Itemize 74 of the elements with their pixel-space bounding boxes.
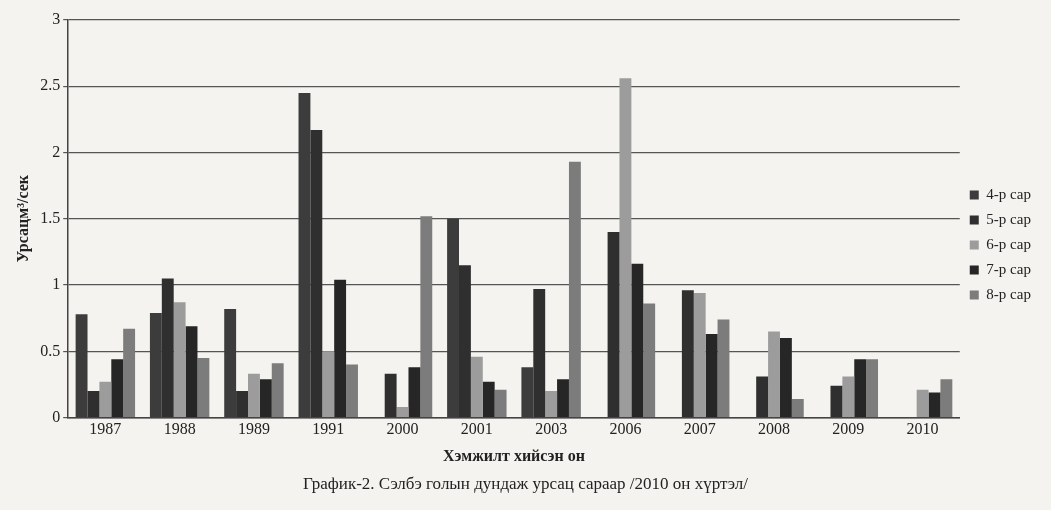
x-tick-label: 1988 xyxy=(163,420,196,438)
legend-label: 8-р сар xyxy=(986,285,1032,302)
x-tick-label: 2008 xyxy=(758,420,791,438)
y-tick-label: 0 xyxy=(52,407,61,425)
bar xyxy=(396,407,409,417)
bar xyxy=(123,328,136,417)
y-tick-label: 1.5 xyxy=(40,209,61,226)
bar xyxy=(631,263,644,417)
bar xyxy=(173,302,186,417)
x-tick-label: 1989 xyxy=(237,420,270,438)
x-tick-label: 2003 xyxy=(535,420,568,438)
x-tick-label: 2006 xyxy=(609,420,642,438)
bar xyxy=(693,293,706,417)
bar xyxy=(842,376,855,417)
bar xyxy=(928,392,941,417)
x-tick-label: 2007 xyxy=(683,420,716,438)
bar xyxy=(161,278,174,417)
bar xyxy=(607,232,620,417)
bar xyxy=(681,290,694,417)
y-axis-title: Урсацм³/сек xyxy=(13,174,32,263)
bar xyxy=(768,331,780,417)
bar xyxy=(643,303,656,417)
bar xyxy=(830,385,843,417)
x-tick-label: 1991 xyxy=(312,420,345,438)
bar xyxy=(545,391,558,417)
bar xyxy=(756,376,769,417)
bar xyxy=(791,399,804,417)
bar xyxy=(420,216,433,417)
bar xyxy=(568,161,581,417)
y-tick-label: 3 xyxy=(52,10,61,28)
x-axis-title: Хэмжилт хийсэн он xyxy=(442,446,585,464)
bar xyxy=(705,334,718,417)
bar xyxy=(346,364,358,417)
bar xyxy=(717,319,730,417)
bar xyxy=(334,279,347,417)
bar xyxy=(533,289,546,417)
bar xyxy=(248,373,260,417)
bar xyxy=(779,338,792,417)
bar xyxy=(866,359,879,417)
bar xyxy=(408,367,421,417)
bar xyxy=(459,265,471,417)
bar xyxy=(322,351,335,417)
x-tick-label: 1987 xyxy=(89,420,122,438)
legend-label: 4-р сар xyxy=(986,185,1032,202)
bar xyxy=(619,78,632,417)
legend-label: 6-р сар xyxy=(986,235,1032,252)
bar xyxy=(470,356,483,417)
y-tick-label: 0.5 xyxy=(40,341,61,359)
x-tick-label: 2000 xyxy=(386,420,419,438)
y-tick-label: 2 xyxy=(52,142,61,160)
legend-label: 7-р сар xyxy=(986,260,1032,277)
bar xyxy=(87,391,100,417)
bar xyxy=(557,379,569,417)
bar xyxy=(111,359,124,417)
x-tick-label: 2010 xyxy=(906,420,939,438)
bar xyxy=(854,359,867,417)
bar xyxy=(185,326,198,417)
bar xyxy=(482,381,495,417)
bar xyxy=(236,391,248,417)
bar xyxy=(271,363,284,417)
bar xyxy=(310,130,323,417)
x-tick-label: 2009 xyxy=(832,420,865,438)
y-tick-label: 2.5 xyxy=(40,76,61,94)
x-tick-label: 2001 xyxy=(460,420,493,438)
bar xyxy=(494,389,507,417)
bar xyxy=(916,389,929,417)
bar xyxy=(99,381,112,417)
bar xyxy=(384,373,397,417)
bar xyxy=(940,379,953,417)
text: График-2. Сэлбэ голын дундаж урсац сараар /2010 он хүртэл/ xyxy=(302,474,749,494)
bar xyxy=(197,357,210,417)
y-tick-label: 1 xyxy=(52,275,61,293)
bar xyxy=(259,379,272,417)
legend-label: 5-р сар xyxy=(986,210,1032,227)
